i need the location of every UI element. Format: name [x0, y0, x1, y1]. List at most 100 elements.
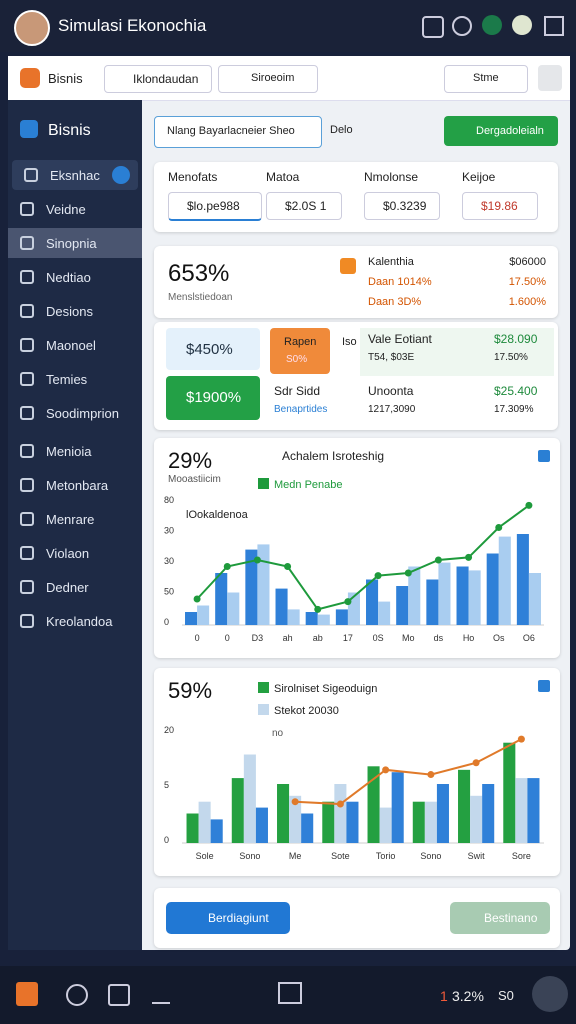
bar	[243, 754, 256, 843]
caption: no	[272, 728, 284, 739]
bar	[456, 566, 469, 625]
icon[interactable]	[482, 15, 502, 35]
menu-item[interactable]: Nedtiao	[8, 262, 142, 292]
point	[404, 569, 412, 577]
menu-icon	[20, 614, 34, 628]
bar	[515, 778, 528, 843]
bar	[391, 772, 404, 843]
field-input[interactable]: $2.0S 1	[266, 192, 342, 220]
menu-item[interactable]: Temies	[8, 364, 142, 394]
icon[interactable]	[108, 984, 130, 1006]
menu-item[interactable]: Metonbara	[8, 470, 142, 500]
summary-label: Kalenthia	[368, 256, 414, 268]
toolbar: Bisnis Iklondaudan Siroeoim Stme	[8, 56, 570, 101]
search-box[interactable]: Iklondaudan	[104, 65, 212, 93]
chart-card: 59% no Sirolniset Sigeoduign Stekot 20030 20…	[154, 668, 560, 876]
x-tick-label: Sono	[420, 851, 441, 861]
chart-card: 29% Mooastiicim Achalem Isroteshig lOokalde…	[154, 438, 560, 658]
point	[427, 771, 435, 779]
line	[196, 504, 530, 611]
tile-value: $450%	[186, 341, 233, 358]
menu-label: Desions	[46, 304, 93, 319]
secondary-button[interactable]: Bestinano	[450, 902, 550, 934]
search-box[interactable]: Siroeoim	[218, 65, 318, 93]
icon[interactable]	[278, 982, 302, 1004]
menu-item[interactable]: Kreolandoa	[8, 606, 142, 636]
icon[interactable]	[544, 16, 564, 36]
x-tick-label: 17	[343, 633, 353, 643]
menu-item[interactable]: Soodimprion	[8, 398, 142, 428]
menu-item[interactable]: Sinopnia	[8, 228, 142, 258]
fields-card: Menofats $lo.pe988 Matoa $2.0S 1 Nmolonse $0.…	[154, 162, 558, 232]
tab-label[interactable]: Delo	[330, 124, 353, 136]
select[interactable]: Stme	[444, 65, 528, 93]
menu-item[interactable]: Veidne	[8, 194, 142, 224]
tile-value: $1900%	[186, 389, 242, 406]
menu-icon	[20, 546, 34, 560]
bar	[426, 579, 439, 625]
bar	[245, 549, 258, 625]
field-input[interactable]: $19.86	[462, 192, 538, 220]
menu-item[interactable]: Dedner	[8, 572, 142, 602]
menu-label: Kreolandoa	[46, 614, 113, 629]
bar	[227, 592, 240, 625]
button-label: Dergadoleialn	[476, 125, 544, 137]
avatar[interactable]	[14, 10, 50, 46]
summary-value: 1.600%	[508, 296, 546, 308]
icon[interactable]	[66, 984, 88, 1006]
menu-label: Menioia	[46, 444, 92, 459]
field-input[interactable]: $0.3239	[364, 192, 440, 220]
field-input[interactable]: $lo.pe988	[168, 192, 262, 221]
icon[interactable]	[152, 984, 170, 1004]
bar	[482, 784, 495, 843]
menu-icon	[20, 304, 34, 318]
menu-button[interactable]	[538, 65, 562, 91]
menu-label: Soodimprion	[46, 406, 119, 421]
menu-icon	[20, 236, 34, 250]
menu-item[interactable]: Desions	[8, 296, 142, 326]
bar	[486, 553, 499, 625]
bar	[305, 612, 318, 625]
point	[223, 563, 231, 570]
menu-item[interactable]: Eksnhac	[12, 160, 138, 190]
legend-swatch	[258, 478, 269, 489]
tile[interactable]: Rapen S0%	[270, 328, 330, 374]
bar	[317, 614, 330, 625]
menu-item[interactable]: Maonoel	[8, 330, 142, 360]
icon[interactable]	[452, 16, 472, 36]
icon[interactable]	[512, 15, 532, 35]
primary-button[interactable]: Berdiagiunt	[166, 902, 290, 934]
point	[472, 759, 480, 767]
x-tick-label: Mo	[402, 633, 415, 643]
menu-item[interactable]: Menioia	[8, 436, 142, 466]
menu-item[interactable]: Violaon	[8, 538, 142, 568]
menu-item[interactable]: Menrare	[8, 504, 142, 534]
y-tick-label: 80	[164, 495, 174, 505]
bar	[438, 562, 451, 625]
app-title: Simulasi Ekonochia	[58, 16, 207, 35]
bar	[334, 784, 347, 843]
tile[interactable]: $450%	[166, 328, 260, 370]
fab[interactable]	[532, 976, 568, 1012]
bar	[424, 801, 437, 843]
tab[interactable]: Nlang Bayarlacneier Sheo	[154, 116, 322, 148]
bar	[287, 609, 300, 625]
menu-icon	[20, 406, 34, 420]
point	[465, 553, 473, 561]
menu-label: Sinopnia	[46, 236, 97, 251]
summary-card: 653% Menslstiedoan Kalenthia $06000 Daan 1…	[154, 246, 558, 318]
menu-icon	[20, 338, 34, 352]
point	[495, 524, 503, 531]
icon[interactable]	[422, 16, 444, 38]
icon[interactable]	[16, 982, 38, 1006]
field-label: Keijoe	[462, 170, 496, 184]
primary-button[interactable]: Dergadoleialn	[444, 116, 558, 146]
menu-label: Menrare	[46, 512, 95, 527]
bar	[378, 601, 391, 625]
point	[434, 556, 442, 564]
point	[193, 595, 201, 603]
add-button[interactable]	[112, 166, 130, 184]
checkbox	[538, 680, 550, 692]
tile[interactable]: $1900%	[166, 376, 260, 420]
bar	[185, 612, 198, 625]
